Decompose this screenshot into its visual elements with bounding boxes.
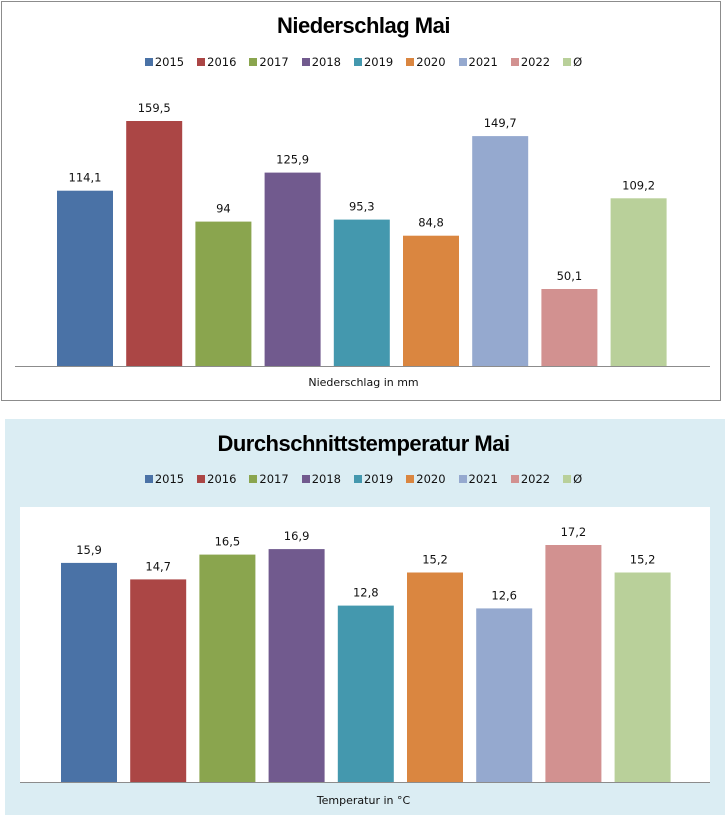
bar-2015 <box>61 562 117 782</box>
legend-item: 2022 <box>510 472 551 486</box>
legend-label: 2020 <box>416 472 446 486</box>
bar-2020 <box>407 572 463 782</box>
data-label: 95,3 <box>349 200 375 214</box>
legend-item: 2022 <box>510 55 551 69</box>
legend-item: 2017 <box>249 55 289 69</box>
legend-swatch <box>301 58 310 66</box>
legend-swatch <box>301 475 310 483</box>
legend-swatch <box>197 58 206 66</box>
chart-title-niederschlag: Niederschlag Mai <box>277 13 450 38</box>
legend-label: 2015 <box>154 472 185 486</box>
data-label: 16,9 <box>284 529 310 543</box>
bar-2021 <box>476 608 533 782</box>
legend-swatch <box>353 475 362 483</box>
data-label: 15,9 <box>76 543 102 557</box>
legend-item: 2015 <box>144 55 185 69</box>
legend-label: 2019 <box>363 55 394 69</box>
legend-swatch <box>458 475 467 483</box>
data-label: 109,2 <box>622 178 655 192</box>
legend-item: 2016 <box>197 55 236 69</box>
bar-2016 <box>126 121 183 366</box>
bar-2019 <box>333 219 390 366</box>
legend-label: 2022 <box>520 472 551 486</box>
legend-swatch <box>458 58 467 66</box>
legend-swatch <box>197 475 206 483</box>
legend-label: 2021 <box>468 472 498 486</box>
data-label: 16,5 <box>215 535 241 549</box>
legend-swatch <box>249 58 258 66</box>
bar-2017 <box>195 221 252 366</box>
legend-niederschlag: 2015 2016 2017 2018 2019 2020 2021 2022 Ø <box>0 55 727 69</box>
data-label: 159,5 <box>138 101 171 115</box>
legend-label: 2016 <box>207 472 237 486</box>
legend-label: 2016 <box>207 55 237 69</box>
legend-label: Ø <box>573 55 583 69</box>
legend-swatch <box>144 58 153 66</box>
legend-label: 2017 <box>259 472 289 486</box>
legend-swatch <box>563 475 572 483</box>
bar-Ø <box>610 198 667 366</box>
legend-item: 2020 <box>406 55 446 69</box>
legend-item: 2019 <box>353 55 394 69</box>
legend-label: 2021 <box>468 55 498 69</box>
data-label: 12,8 <box>353 586 379 600</box>
bar-2020 <box>403 235 459 366</box>
x-axis-title-temperatur: Temperatur in °C <box>316 794 411 807</box>
legend-item: 2018 <box>301 55 341 69</box>
data-label: 94 <box>216 202 231 216</box>
legend-swatch <box>406 475 415 483</box>
bar-2018 <box>264 172 321 366</box>
data-label: 15,2 <box>422 553 448 567</box>
legend-item: 2015 <box>144 472 185 486</box>
x-axis-title-niederschlag: Niederschlag in mm <box>308 376 419 389</box>
bar-2018 <box>268 549 325 782</box>
bar-2022 <box>541 289 598 366</box>
legend-swatch <box>406 58 415 66</box>
legend-item: 2017 <box>249 472 289 486</box>
data-label: 17,2 <box>561 525 587 539</box>
bar-2015 <box>57 190 113 366</box>
bar-2021 <box>472 136 529 366</box>
legend-item: Ø <box>563 55 582 69</box>
legend-swatch <box>144 475 153 483</box>
data-label: 114,1 <box>69 171 102 185</box>
data-label: 14,7 <box>145 559 171 573</box>
legend-item: Ø <box>563 472 582 486</box>
data-label: 12,6 <box>491 588 517 602</box>
legend-item: 2018 <box>301 472 341 486</box>
chart-title-temperatur: Durchschnittstemperatur Mai <box>217 431 510 456</box>
bar-2016 <box>130 579 187 782</box>
legend-label: 2022 <box>520 55 551 69</box>
legend-label: 2018 <box>311 55 341 69</box>
legend-item: 2016 <box>197 472 236 486</box>
legend-item: 2020 <box>406 472 446 486</box>
legend-swatch <box>563 58 572 66</box>
bar-Ø <box>614 572 671 782</box>
legend-swatch <box>353 58 362 66</box>
legend-label: Ø <box>573 472 583 486</box>
legend-item: 2019 <box>353 472 394 486</box>
data-label: 84,8 <box>418 216 444 230</box>
data-label: 125,9 <box>276 153 309 167</box>
legend-swatch <box>510 58 519 66</box>
bar-2022 <box>545 545 602 782</box>
legend-swatch <box>510 475 519 483</box>
data-label: 15,2 <box>630 553 656 567</box>
data-label: 149,7 <box>484 116 517 130</box>
legend-label: 2017 <box>259 55 289 69</box>
bar-2019 <box>337 605 394 782</box>
legend-label: 2015 <box>154 55 185 69</box>
legend-item: 2021 <box>458 472 498 486</box>
legend-label: 2018 <box>311 472 341 486</box>
legend-label: 2019 <box>363 472 394 486</box>
bar-2017 <box>199 554 256 782</box>
legend-item: 2021 <box>458 55 498 69</box>
legend-swatch <box>249 475 258 483</box>
legend-label: 2020 <box>416 55 446 69</box>
legend-temperatur: 2015 2016 2017 2018 2019 2020 2021 2022 Ø <box>0 472 727 486</box>
data-label: 50,1 <box>557 269 583 283</box>
